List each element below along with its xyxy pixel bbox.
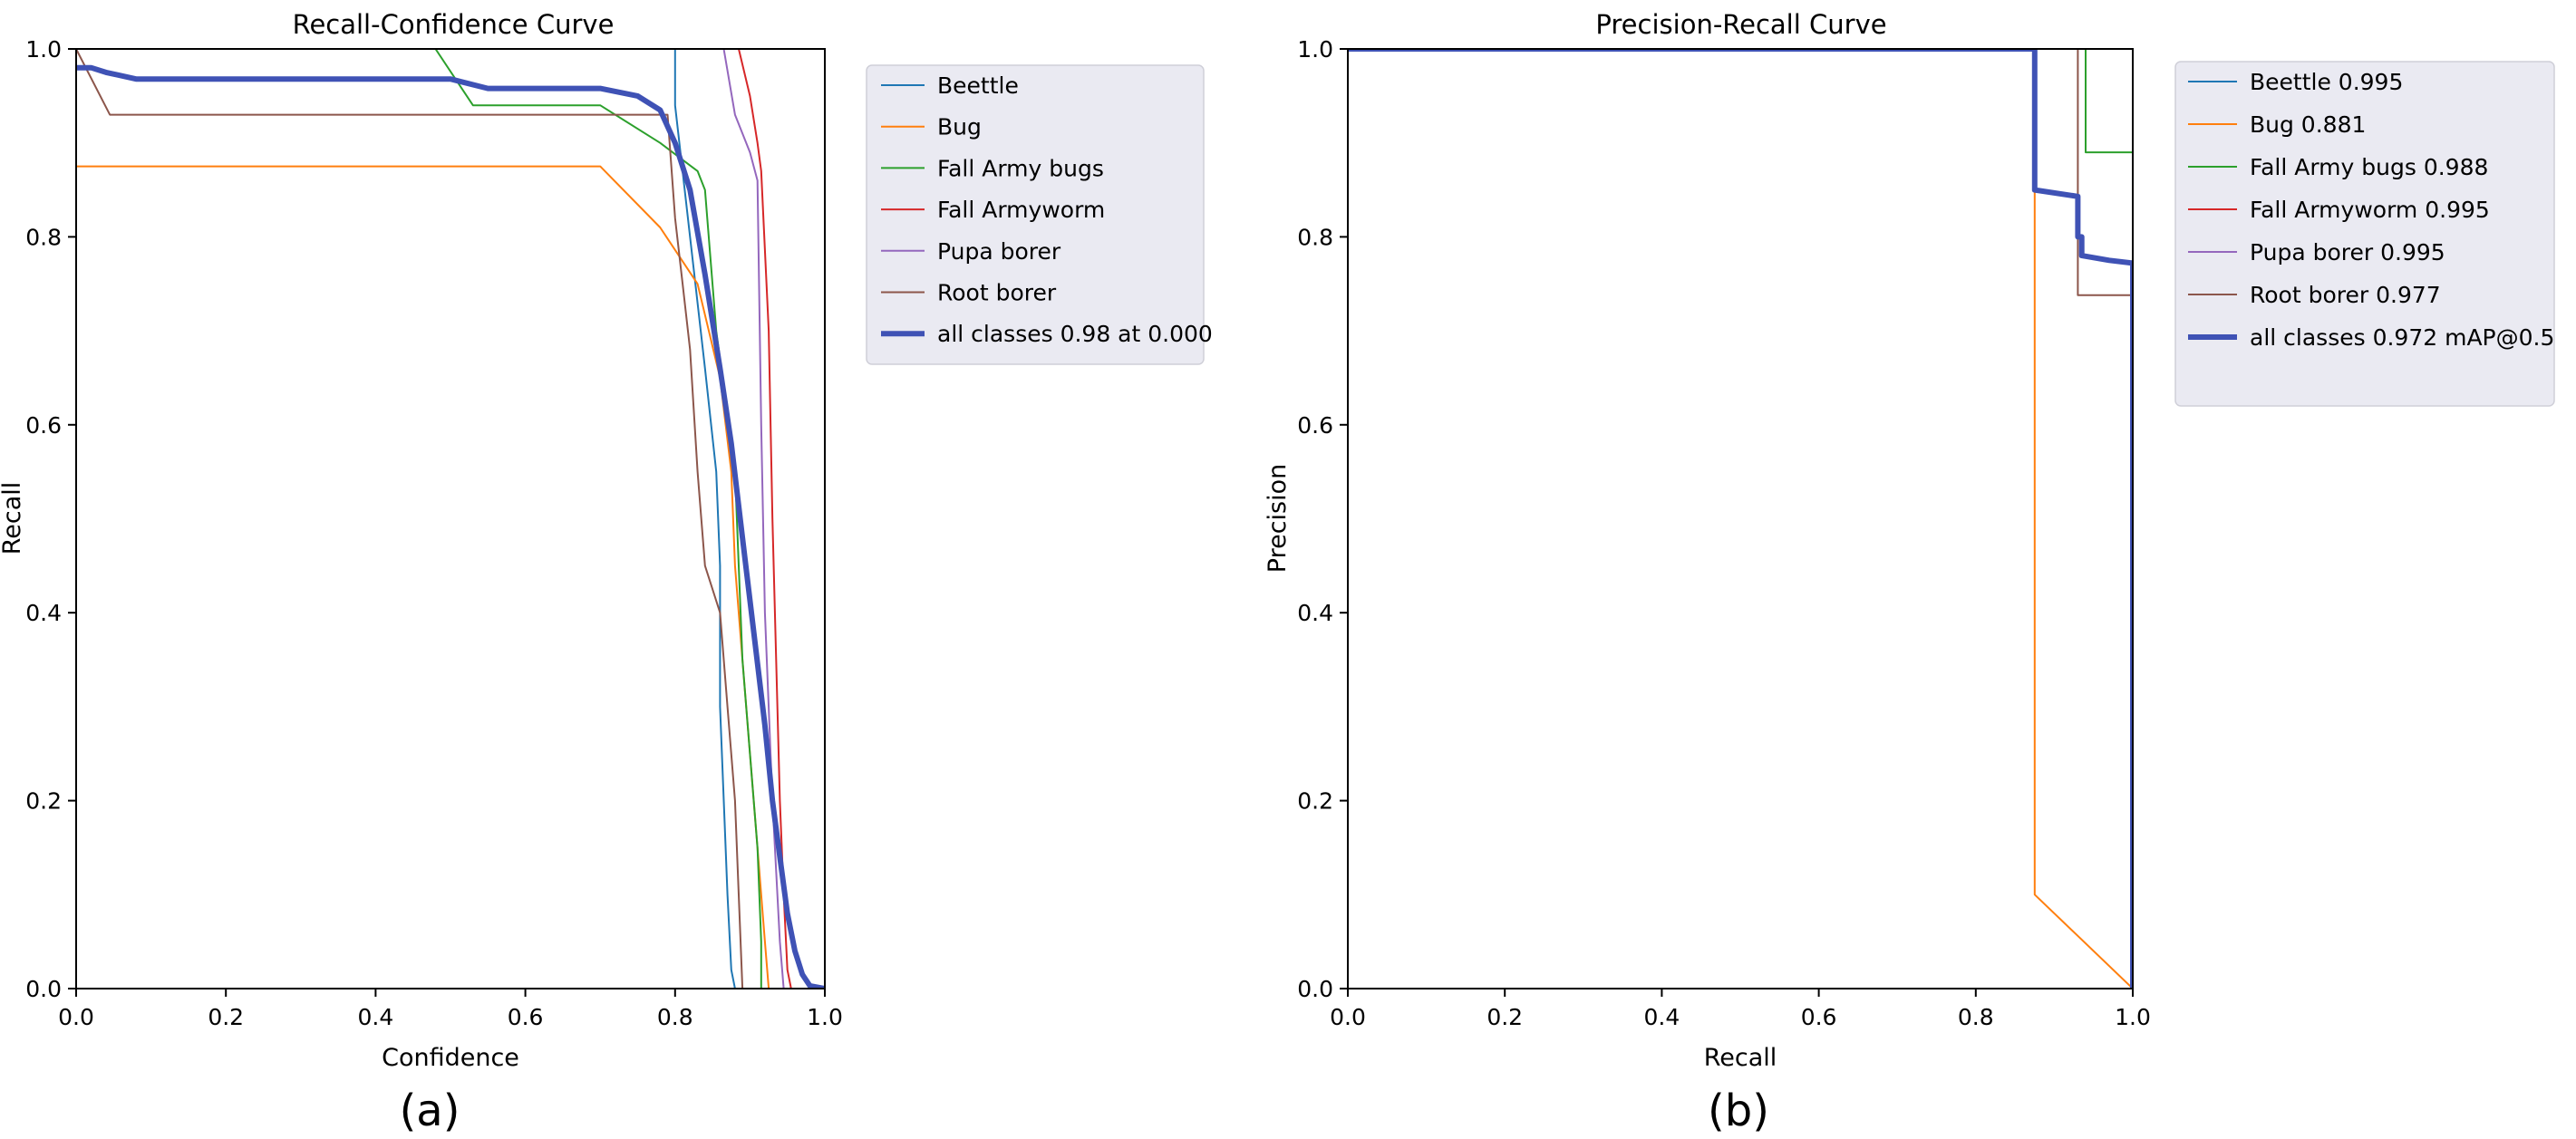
x-tick-label: 0.0	[1330, 1004, 1366, 1030]
y-axis-label: Recall	[0, 482, 26, 555]
x-tick-label: 0.4	[358, 1004, 394, 1030]
x-tick-label: 0.2	[1487, 1004, 1523, 1030]
legend-label-fall-armyworm: Fall Armyworm	[937, 197, 1105, 223]
x-tick-label: 0.8	[657, 1004, 693, 1030]
legend-label-beettle: Beettle 0.995	[2250, 69, 2403, 95]
chart-title: Precision-Recall Curve	[1595, 9, 1886, 40]
series-line-all-classes	[1348, 49, 2133, 989]
series-line-fall-army-bugs	[1348, 49, 2133, 989]
y-tick-label: 0.4	[25, 600, 62, 626]
x-tick-label: 0.8	[1958, 1004, 1994, 1030]
legend-box	[2174, 61, 2555, 407]
x-tick-label: 0.6	[508, 1004, 544, 1030]
tick-group: 0.0 0.2 0.4 0.6 0.8 1.0 0.0 0.2 0.4 0.6 0.8 1.0	[1297, 36, 2151, 1030]
legend-label-fall-army-bugs: Fall Army bugs 0.988	[2250, 154, 2488, 180]
x-tick-label: 1.0	[807, 1004, 843, 1030]
series-line-fall-armyworm	[738, 49, 792, 989]
legend-label-fall-army-bugs: Fall Army bugs	[937, 155, 1104, 181]
plot-frame	[1347, 48, 2134, 989]
plot-frame	[75, 48, 826, 989]
legend-label-beettle: Beettle	[937, 72, 1019, 99]
series-group	[76, 49, 825, 989]
series-line-root-borer	[1348, 49, 2133, 989]
series-line-all-classes	[76, 64, 825, 989]
y-axis-label: Precision	[1264, 464, 1292, 573]
legend-label-root-borer: Root borer	[937, 280, 1057, 306]
y-tick-label: 0.8	[25, 224, 62, 250]
x-tick-label: 0.4	[1644, 1004, 1680, 1030]
legend-label-pupa-borer: Pupa borer 0.995	[2250, 239, 2445, 265]
y-tick-label: 0.4	[1297, 600, 1333, 626]
plot-background	[76, 49, 825, 989]
x-axis-label: Recall	[1704, 1044, 1777, 1072]
y-tick-label: 0.6	[25, 412, 62, 439]
plot-background	[1348, 49, 2133, 989]
x-tick-label: 0.0	[58, 1004, 94, 1030]
x-axis-label: Confidence	[382, 1044, 519, 1072]
series-line-bug	[1348, 49, 2133, 989]
y-tick-label: 0.0	[25, 976, 62, 1002]
legend-label-pupa-borer: Pupa borer	[937, 238, 1061, 265]
y-tick-label: 0.0	[1297, 976, 1333, 1002]
series-line-root-borer	[76, 49, 744, 989]
series-group	[1348, 49, 2133, 989]
series-line-beettle	[673, 49, 736, 989]
legend-label-root-borer: Root borer 0.977	[2250, 282, 2441, 308]
y-tick-label: 0.6	[1297, 412, 1333, 439]
legend-label-bug: Bug 0.881	[2250, 111, 2366, 138]
y-tick-label: 1.0	[25, 36, 62, 63]
legend-box	[866, 64, 1205, 365]
x-tick-label: 0.6	[1801, 1004, 1837, 1030]
y-tick-label: 0.8	[1297, 224, 1333, 250]
panel-caption: (a)	[400, 1086, 460, 1136]
legend-label-all-classes: all classes 0.98 at 0.000	[937, 321, 1213, 347]
panel-caption: (b)	[1708, 1086, 1769, 1136]
y-tick-label: 1.0	[1297, 36, 1333, 63]
precision-recall-panel: Precision-Recall Curve 0.0 0.2 0.4 0.6 0.8 1.…	[1264, 9, 2555, 1136]
legend-label-all-classes: all classes 0.972 mAP@0.5	[2250, 324, 2554, 351]
series-line-pupa-borer	[722, 49, 785, 989]
chart-title: Recall-Confidence Curve	[293, 9, 615, 40]
legend-label-bug: Bug	[937, 114, 982, 140]
legend: Beettle 0.995 Bug 0.881 Fall Army bugs 0.9…	[2174, 61, 2555, 407]
legend-label-fall-armyworm: Fall Armyworm 0.995	[2250, 197, 2490, 223]
x-tick-label: 0.2	[208, 1004, 244, 1030]
y-tick-label: 0.2	[25, 788, 62, 815]
tick-group: 0.0 0.2 0.4 0.6 0.8 1.0 0.0 0.2 0.4 0.6 0.8 1.0	[25, 36, 843, 1030]
legend: Beettle Bug Fall Army bugs Fall Armyworm Pup…	[866, 64, 1213, 365]
recall-confidence-panel: Recall-Confidence Curve 0.0 0.2 0.4 0.6 0.8 1…	[0, 9, 1213, 1136]
x-tick-label: 1.0	[2115, 1004, 2151, 1030]
y-tick-label: 0.2	[1297, 788, 1333, 815]
